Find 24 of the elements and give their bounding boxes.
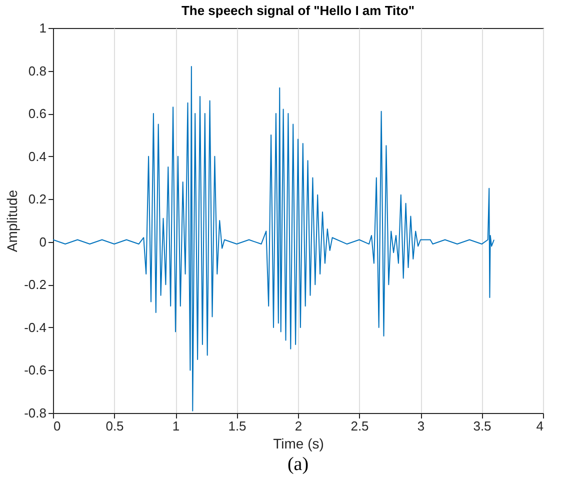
y-axis-title: Amplitude: [4, 190, 20, 252]
chart-title: The speech signal of "Hello I am Tito": [181, 3, 415, 18]
y-tick-label: 0.6: [28, 106, 46, 122]
x-tick-label: 1.5: [228, 418, 246, 434]
text: (a): [287, 454, 309, 475]
x-tick-label: 4: [536, 418, 544, 434]
y-tick-label: 0.2: [28, 192, 46, 207]
x-tick-label: 0: [54, 418, 61, 434]
y-tick-label: 0: [39, 234, 46, 250]
x-tick-label: 3.5: [473, 418, 492, 434]
y-tick-label: -0.8: [24, 406, 46, 420]
x-axis-title: Time (s): [273, 436, 324, 452]
y-tick-label: -0.4: [24, 320, 46, 335]
y-tick-label: 1: [39, 20, 46, 36]
y-tick-label: 0.8: [28, 63, 46, 78]
y-tick-label: -0.2: [24, 277, 46, 292]
y-tick-label: -0.6: [24, 362, 46, 378]
x-tick-label: 1: [172, 418, 180, 434]
x-tick-label: 3: [417, 418, 425, 434]
x-tick-label: 2: [294, 418, 302, 434]
x-tick-label: 0.5: [106, 418, 124, 434]
line-series: [53, 66, 494, 412]
x-tick-label: 2.5: [350, 418, 369, 434]
y-tick-label: 0.4: [28, 148, 46, 164]
